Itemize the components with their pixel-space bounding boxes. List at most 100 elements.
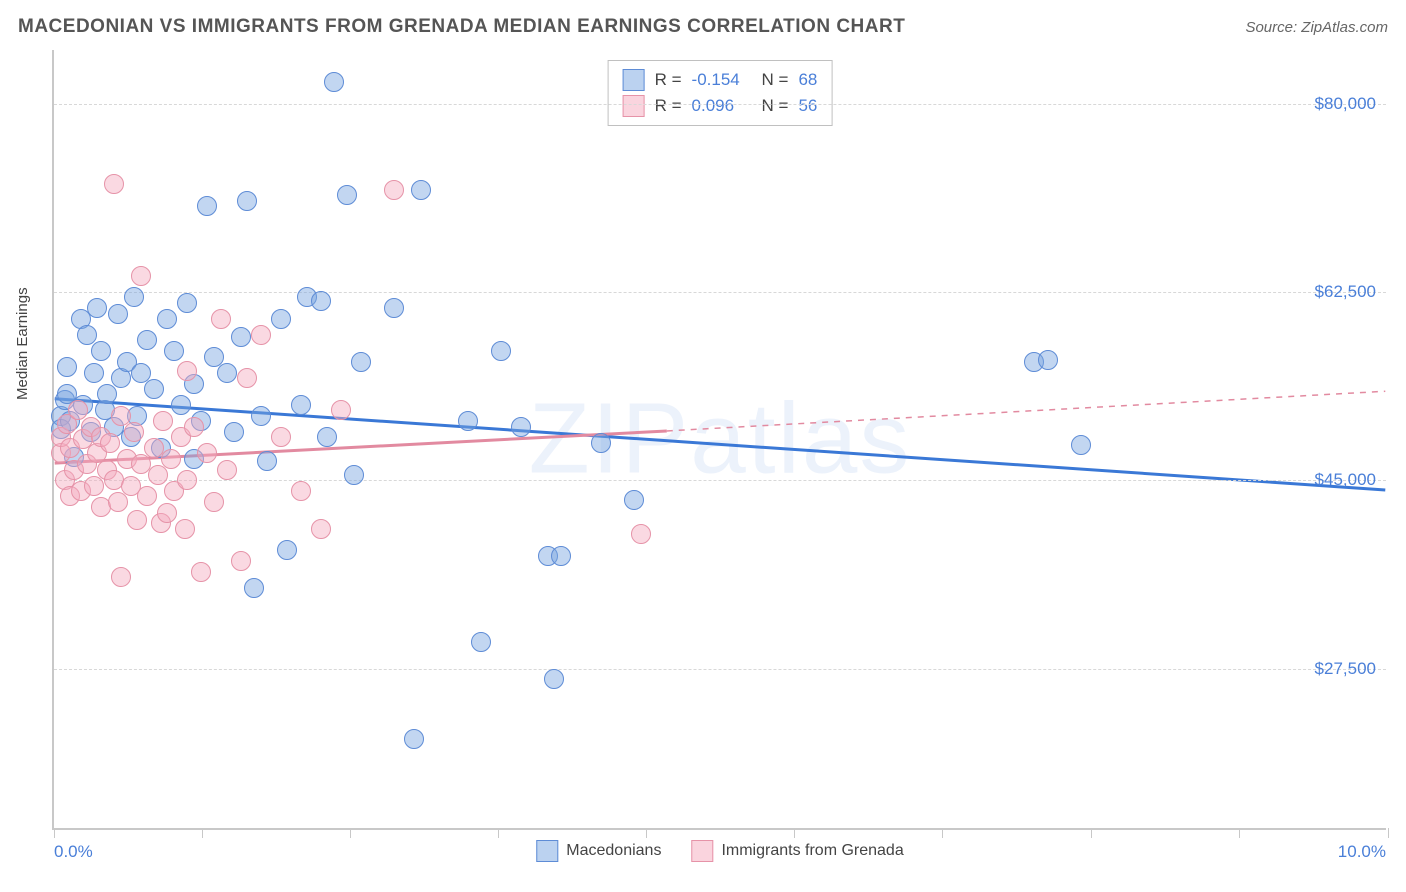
legend-item: Immigrants from Grenada (691, 840, 903, 862)
scatter-point (384, 298, 404, 318)
scatter-point (317, 427, 337, 447)
scatter-point (311, 291, 331, 311)
stat-r-value: 0.096 (692, 96, 752, 116)
gridline (54, 292, 1386, 293)
scatter-point (491, 341, 511, 361)
scatter-point (511, 417, 531, 437)
gridline (54, 669, 1386, 670)
scatter-point (124, 422, 144, 442)
stat-n-value: 56 (798, 96, 817, 116)
scatter-point (271, 309, 291, 329)
stats-row: R = 0.096 N = 56 (623, 93, 818, 119)
scatter-point (153, 411, 173, 431)
stats-legend-box: R =-0.154N =68R =0.096N =56 (608, 60, 833, 126)
legend-label: Macedonians (566, 842, 661, 860)
y-tick-label: $80,000 (1315, 94, 1376, 114)
scatter-point (331, 400, 351, 420)
x-tick (1239, 828, 1240, 838)
scatter-point (157, 309, 177, 329)
scatter-point (204, 492, 224, 512)
scatter-point (197, 443, 217, 463)
x-tick (498, 828, 499, 838)
legend-swatch (623, 69, 645, 91)
x-tick (646, 828, 647, 838)
legend-swatch (691, 840, 713, 862)
scatter-point (291, 395, 311, 415)
scatter-point (108, 304, 128, 324)
scatter-point (104, 174, 124, 194)
scatter-point (124, 287, 144, 307)
scatter-point (131, 266, 151, 286)
stat-n-label: N = (762, 96, 789, 116)
chart-container: MACEDONIAN VS IMMIGRANTS FROM GRENADA ME… (0, 0, 1406, 892)
scatter-point (217, 363, 237, 383)
scatter-point (337, 185, 357, 205)
scatter-point (551, 546, 571, 566)
x-tick (1388, 828, 1389, 838)
scatter-point (111, 567, 131, 587)
scatter-point (177, 293, 197, 313)
scatter-point (177, 361, 197, 381)
plot-area: ZIPatlas R =-0.154N =68R =0.096N =56 0.0… (52, 50, 1386, 830)
scatter-point (127, 510, 147, 530)
scatter-point (137, 330, 157, 350)
chart-title: MACEDONIAN VS IMMIGRANTS FROM GRENADA ME… (18, 16, 905, 38)
scatter-point (471, 632, 491, 652)
scatter-point (271, 427, 291, 447)
scatter-point (191, 562, 211, 582)
x-tick (202, 828, 203, 838)
scatter-point (161, 449, 181, 469)
stat-r-label: R = (655, 96, 682, 116)
x-tick (942, 828, 943, 838)
scatter-point (137, 486, 157, 506)
scatter-point (624, 490, 644, 510)
scatter-point (108, 492, 128, 512)
scatter-point (100, 433, 120, 453)
watermark-text: ZIPatlas (529, 382, 912, 497)
scatter-point (631, 524, 651, 544)
scatter-point (157, 503, 177, 523)
x-tick (54, 828, 55, 838)
y-tick-label: $62,500 (1315, 282, 1376, 302)
x-tick (350, 828, 351, 838)
scatter-point (277, 540, 297, 560)
stat-n-label: N = (762, 70, 789, 90)
scatter-point (544, 669, 564, 689)
legend-item: Macedonians (536, 840, 661, 862)
series-legend: Macedonians Immigrants from Grenada (536, 840, 903, 862)
x-axis-min-label: 0.0% (54, 842, 93, 862)
scatter-point (184, 417, 204, 437)
scatter-point (91, 341, 111, 361)
scatter-point (237, 368, 257, 388)
scatter-point (324, 72, 344, 92)
scatter-point (177, 470, 197, 490)
scatter-point (164, 341, 184, 361)
y-axis-label: Median Earnings (14, 287, 31, 400)
scatter-point (57, 357, 77, 377)
scatter-point (404, 729, 424, 749)
scatter-point (211, 309, 231, 329)
y-tick-label: $45,000 (1315, 470, 1376, 490)
legend-swatch (536, 840, 558, 862)
chart-header: MACEDONIAN VS IMMIGRANTS FROM GRENADA ME… (18, 16, 1388, 38)
stat-n-value: 68 (798, 70, 817, 90)
scatter-point (384, 180, 404, 200)
scatter-point (237, 191, 257, 211)
scatter-point (144, 379, 164, 399)
scatter-point (175, 519, 195, 539)
scatter-point (148, 465, 168, 485)
scatter-point (311, 519, 331, 539)
scatter-point (231, 551, 251, 571)
trendline-extension (667, 391, 1386, 431)
scatter-point (84, 476, 104, 496)
stat-r-label: R = (655, 70, 682, 90)
scatter-point (291, 481, 311, 501)
scatter-point (257, 451, 277, 471)
scatter-point (351, 352, 371, 372)
scatter-point (171, 395, 191, 415)
scatter-point (197, 196, 217, 216)
scatter-point (97, 384, 117, 404)
scatter-point (251, 325, 271, 345)
scatter-point (87, 298, 107, 318)
stats-row: R =-0.154N =68 (623, 67, 818, 93)
